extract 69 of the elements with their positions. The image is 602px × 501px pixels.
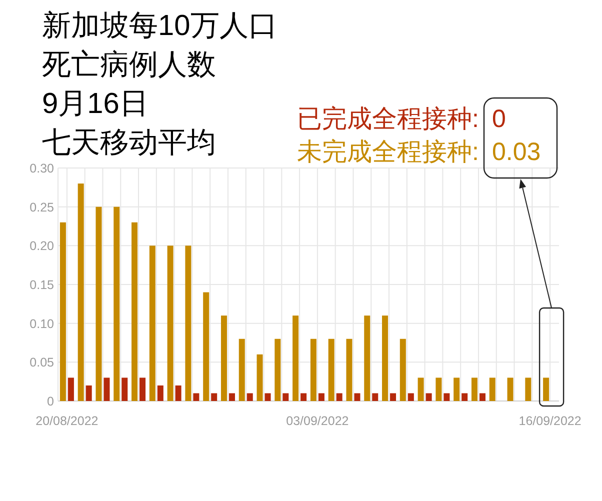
- bar: [140, 378, 146, 401]
- bar: [86, 385, 92, 401]
- bar: [525, 378, 532, 401]
- bar: [408, 393, 414, 401]
- y-tick-label: 0.15: [30, 278, 54, 292]
- text: 0: [492, 105, 506, 133]
- text: 0.03: [492, 138, 541, 166]
- bar: [203, 292, 210, 401]
- bar: [390, 393, 396, 401]
- bar: [122, 378, 128, 401]
- bar: [193, 393, 200, 401]
- x-tick-label: 20/08/2022: [36, 414, 98, 428]
- bar: [543, 378, 550, 401]
- bar: [211, 393, 218, 401]
- bar: [96, 206, 102, 401]
- bar: [114, 206, 120, 401]
- bar: [157, 385, 164, 401]
- bar: [479, 393, 486, 401]
- bar: [68, 378, 74, 401]
- x-tick-label: 16/09/2022: [518, 414, 582, 428]
- y-axis-title: 七天移动平均: [42, 126, 217, 161]
- bar: [282, 393, 289, 401]
- y-tick-label: 0.20: [30, 239, 54, 254]
- y-tick-label: 0.10: [30, 316, 54, 331]
- bar: [60, 222, 66, 401]
- bar: [167, 246, 174, 401]
- bar: [507, 378, 514, 401]
- bar: [471, 378, 478, 401]
- y-tick-label: 0.25: [30, 200, 54, 214]
- y-tick-label: 0.05: [30, 356, 54, 370]
- chart-title: 新加坡每10万人口死亡病例人数: [42, 9, 278, 83]
- bar: [436, 378, 442, 401]
- text: 已完成全程接种:: [297, 105, 479, 133]
- y-tick-label: 0: [47, 394, 54, 408]
- bar: [238, 338, 245, 401]
- bar: [310, 338, 316, 401]
- y-tick-label: 0.30: [30, 162, 54, 176]
- bar: [149, 246, 156, 401]
- bar: [336, 393, 342, 401]
- bar: [292, 316, 299, 401]
- bar: [256, 354, 263, 401]
- bar: [220, 316, 227, 401]
- bar: [104, 378, 110, 401]
- bar: [346, 338, 352, 401]
- bar: [318, 393, 324, 401]
- bar: [400, 338, 406, 401]
- bar: [354, 393, 360, 401]
- bar: [418, 378, 424, 401]
- bar: [132, 222, 138, 401]
- text: 未完成全程接种:: [297, 138, 479, 166]
- bar: [489, 378, 496, 401]
- x-tick-label: 03/09/2022: [286, 414, 349, 428]
- bar: [274, 338, 281, 401]
- bar: [372, 393, 378, 401]
- bar: [426, 393, 432, 401]
- bar: [444, 393, 450, 401]
- chart-subtitle: 9月16日: [42, 87, 150, 122]
- bar: [300, 393, 307, 401]
- bar: [462, 393, 468, 401]
- bar: [78, 184, 84, 401]
- bar: [228, 393, 235, 401]
- bar: [246, 393, 253, 401]
- bar: [454, 378, 460, 401]
- bar: [328, 338, 334, 401]
- bar: [364, 316, 370, 401]
- bar: [264, 393, 271, 401]
- bar: [382, 316, 388, 401]
- bar: [185, 246, 192, 401]
- bar: [175, 385, 182, 401]
